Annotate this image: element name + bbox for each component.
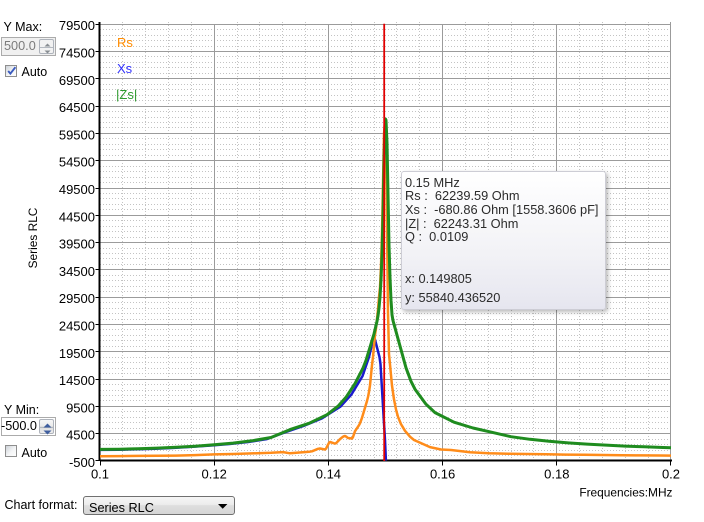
svg-text:0.1: 0.1 <box>91 467 109 482</box>
svg-text:29500: 29500 <box>59 291 95 306</box>
svg-text:|Zs|: |Zs| <box>116 87 137 102</box>
svg-text:64500: 64500 <box>59 100 95 115</box>
svg-text:-500: -500 <box>69 455 95 470</box>
svg-text:59500: 59500 <box>59 127 95 142</box>
svg-text:54500: 54500 <box>59 155 95 170</box>
svg-text:19500: 19500 <box>59 346 95 361</box>
svg-text:79500: 79500 <box>59 18 95 33</box>
svg-text:0.12: 0.12 <box>202 467 227 482</box>
svg-text:24500: 24500 <box>59 319 95 334</box>
svg-text:0.14: 0.14 <box>316 467 341 482</box>
svg-text:0.2: 0.2 <box>662 467 680 482</box>
svg-text:0.18: 0.18 <box>544 467 569 482</box>
svg-text:Frequencies:MHz: Frequencies:MHz <box>579 486 672 500</box>
svg-text:74500: 74500 <box>59 46 95 61</box>
svg-text:69500: 69500 <box>59 73 95 88</box>
svg-text:Xs: Xs <box>117 61 133 76</box>
svg-text:14500: 14500 <box>59 373 95 388</box>
svg-text:39500: 39500 <box>59 237 95 252</box>
svg-text:4500: 4500 <box>66 428 95 443</box>
svg-text:34500: 34500 <box>59 264 95 279</box>
svg-text:0.16: 0.16 <box>430 467 455 482</box>
svg-text:44500: 44500 <box>59 209 95 224</box>
svg-text:Rs: Rs <box>117 35 133 50</box>
svg-text:49500: 49500 <box>59 182 95 197</box>
svg-text:9500: 9500 <box>66 400 95 415</box>
